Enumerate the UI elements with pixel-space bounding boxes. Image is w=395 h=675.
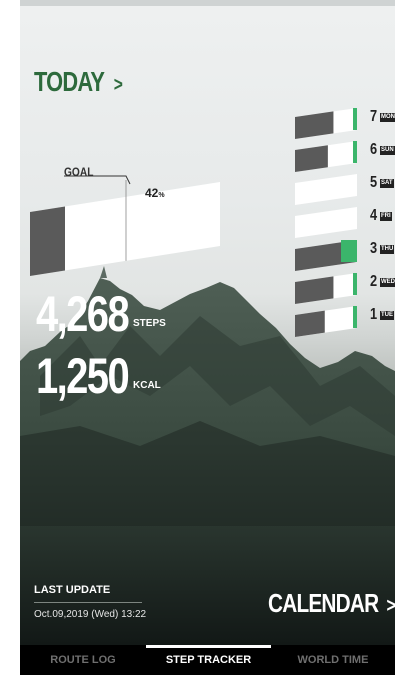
calendar-label: CALENDAR: [268, 588, 379, 618]
week-day-tag: THU: [380, 245, 395, 254]
week-day-tag: TUE: [380, 311, 394, 320]
status-strip: [0, 0, 395, 6]
kcal-value: 1,250: [36, 348, 130, 404]
week-bar-accent: [341, 240, 357, 262]
active-tab-indicator: [146, 645, 271, 648]
today-chevron: >: [113, 74, 123, 96]
week-day-tag: WED: [380, 278, 395, 287]
week-bar-fill: [295, 145, 328, 172]
week-day-tag: SUN: [380, 146, 395, 155]
goal-label: GOAL: [64, 165, 94, 179]
week-bar-accent: [353, 141, 357, 163]
week-day-number: 2: [370, 273, 378, 290]
chevron-right-icon: >: [386, 595, 395, 617]
last-update-divider: [34, 602, 142, 603]
week-day-number: 7: [370, 108, 378, 125]
last-update-timestamp: Oct.09,2019 (Wed) 13:22: [34, 609, 147, 620]
week-bar-fill: [295, 240, 356, 271]
week-bar-fill: [295, 276, 334, 304]
calendar-button[interactable]: CALENDAR >: [268, 588, 395, 619]
week-day-tag: FRI: [380, 212, 392, 221]
weekly-chart: [295, 108, 357, 337]
kcal-unit: KCAL: [133, 380, 161, 391]
goal-label-leader: [64, 175, 131, 185]
left-margin: [0, 0, 20, 675]
week-bar-track: [295, 207, 357, 238]
week-bar-track: [295, 174, 357, 205]
steps-value: 4,268: [36, 286, 130, 342]
goal-bar-remaining: [30, 182, 220, 276]
bottom-tab-bar: ROUTE LOG STEP TRACKER WORLD TIME: [20, 645, 395, 675]
goal-percent-value: 42: [145, 186, 159, 200]
week-bar-fill: [295, 111, 334, 139]
steps-unit: STEPS: [133, 318, 166, 329]
last-update-title: LAST UPDATE: [34, 584, 111, 596]
mountain-image: [20, 266, 395, 645]
goal-bar-progress: [30, 206, 65, 276]
goal-percent-unit: %: [158, 192, 165, 199]
tab-step-tracker[interactable]: STEP TRACKER: [165, 654, 252, 666]
week-bar-accent: [353, 108, 357, 130]
week-bar-fill: [295, 310, 325, 337]
goal-percent: 42%: [145, 186, 165, 200]
today-title: TODAY: [34, 66, 105, 97]
week-day-tag: MON: [380, 113, 395, 122]
week-day-number: 4: [370, 207, 378, 224]
week-day-tag: SAT: [380, 179, 394, 188]
week-day-number: 1: [370, 306, 378, 323]
week-day-number: 6: [370, 141, 378, 158]
week-bar-accent: [353, 273, 357, 295]
week-day-number: 5: [370, 174, 378, 191]
tab-world-time[interactable]: WORLD TIME: [297, 654, 369, 666]
week-day-number: 3: [370, 240, 378, 257]
today-header[interactable]: TODAY >: [34, 66, 123, 98]
week-bar-accent: [353, 306, 357, 328]
goal-chart: [30, 175, 220, 276]
tab-route-log[interactable]: ROUTE LOG: [50, 654, 116, 666]
